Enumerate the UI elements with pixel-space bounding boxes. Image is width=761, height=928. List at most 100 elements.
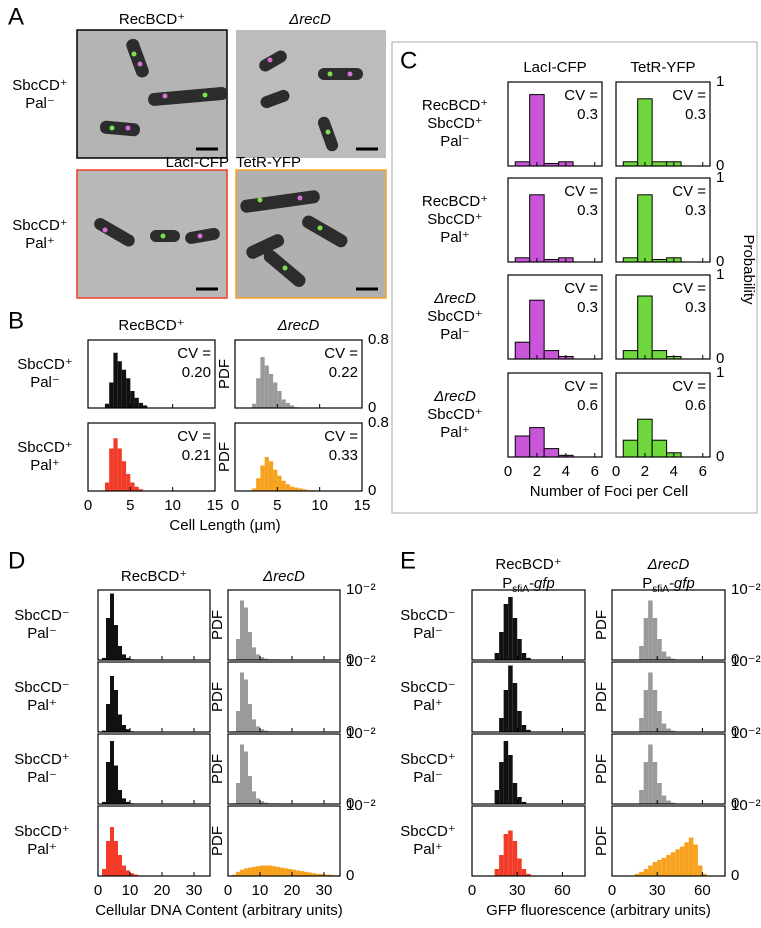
axes-frame [87, 422, 216, 492]
cv-value: 0.6 [577, 397, 598, 414]
bar [517, 711, 522, 732]
y-tick-label: 0 [346, 651, 354, 668]
bar [236, 711, 240, 732]
bar [256, 378, 261, 408]
bar [252, 866, 256, 876]
axes-frame [615, 81, 711, 167]
bar [324, 874, 328, 876]
bar [657, 711, 662, 732]
x-tick-label: 0 [84, 497, 92, 514]
bar [702, 873, 707, 876]
bar [508, 665, 513, 732]
bar [276, 866, 280, 876]
x-tick-label: 30 [649, 882, 666, 899]
bar [526, 729, 531, 732]
x-tick-label: 15 [207, 497, 224, 514]
axes-frame [97, 733, 211, 805]
bar [657, 783, 662, 804]
bar [648, 865, 653, 876]
bar [252, 647, 256, 660]
column-header: ΔrecD [277, 317, 320, 334]
foci [102, 51, 353, 271]
bar [248, 632, 252, 660]
bar [281, 480, 286, 491]
row-label: SbcCD⁺ [17, 356, 72, 373]
panel-label: D [8, 547, 25, 574]
column-header: ΔrecD [262, 568, 305, 585]
bar [622, 257, 639, 263]
bar [304, 871, 308, 876]
cv-value: 0.21 [182, 447, 211, 464]
bar [666, 728, 671, 732]
bar [503, 604, 509, 660]
bar [503, 690, 509, 732]
bar [244, 679, 248, 732]
y-axis-label: PDF [209, 826, 226, 856]
axes-frame [234, 339, 363, 409]
bar [264, 865, 268, 876]
bar [281, 399, 286, 408]
bar [521, 869, 527, 876]
bar [240, 744, 244, 804]
bar [639, 790, 644, 804]
bar [634, 873, 640, 876]
row-label: Pal⁺ [413, 697, 443, 714]
bar [256, 654, 260, 660]
x-tick-label: 30 [316, 882, 333, 899]
axes-frame [611, 661, 726, 733]
bar [661, 723, 667, 732]
bar [637, 295, 653, 360]
x-tick-label: 20 [284, 882, 301, 899]
panel-label: A [8, 3, 24, 30]
x-tick-label: 10 [252, 882, 269, 899]
bar [529, 299, 545, 360]
bar [514, 341, 531, 360]
bar [244, 868, 248, 876]
x-tick-label: 0 [224, 882, 232, 899]
row-label: Pal⁻ [440, 133, 470, 150]
bar [521, 653, 527, 660]
bar [110, 593, 114, 660]
axes-frame [97, 805, 211, 877]
bar [126, 474, 131, 491]
panel-label: C [400, 47, 417, 74]
bar [113, 438, 118, 491]
cv-label: CV = [177, 345, 211, 362]
row-label: Pal⁺ [27, 697, 57, 714]
bar [651, 350, 668, 360]
row-label: SbcCD⁺ [17, 439, 72, 456]
bar [499, 632, 504, 660]
row-label: ΔrecD [433, 388, 476, 405]
axes-frame [234, 422, 363, 492]
bar [126, 378, 131, 408]
bar [622, 439, 639, 458]
bar [648, 600, 653, 660]
row-label: SbcCD⁺ [427, 406, 482, 423]
y-tick-label: 10⁻² [346, 797, 376, 814]
cv-value: 0.3 [577, 299, 598, 316]
bar [499, 718, 504, 732]
bar [512, 683, 518, 732]
cv-label: CV = [324, 345, 358, 362]
column-header: RecBCD⁺ [121, 568, 187, 585]
bar [643, 690, 649, 732]
row-label: SbcCD⁺ [14, 751, 69, 768]
bar [693, 844, 698, 876]
bar [639, 871, 644, 876]
bar [113, 352, 118, 408]
column-header: RecBCD⁺ [119, 11, 185, 28]
y-tick-label: 0 [368, 482, 376, 499]
row-label: SbcCD⁺ [12, 217, 67, 234]
bar [106, 841, 110, 876]
bar [118, 790, 122, 804]
panel-label: B [8, 307, 24, 334]
bar [697, 865, 703, 876]
bar [109, 382, 114, 408]
row-label: Pal⁻ [27, 625, 57, 642]
bar [684, 842, 689, 876]
bar [130, 391, 135, 408]
y-tick-label: 0.8 [368, 331, 389, 348]
panel-c-frame [391, 41, 758, 514]
bar [104, 403, 110, 408]
